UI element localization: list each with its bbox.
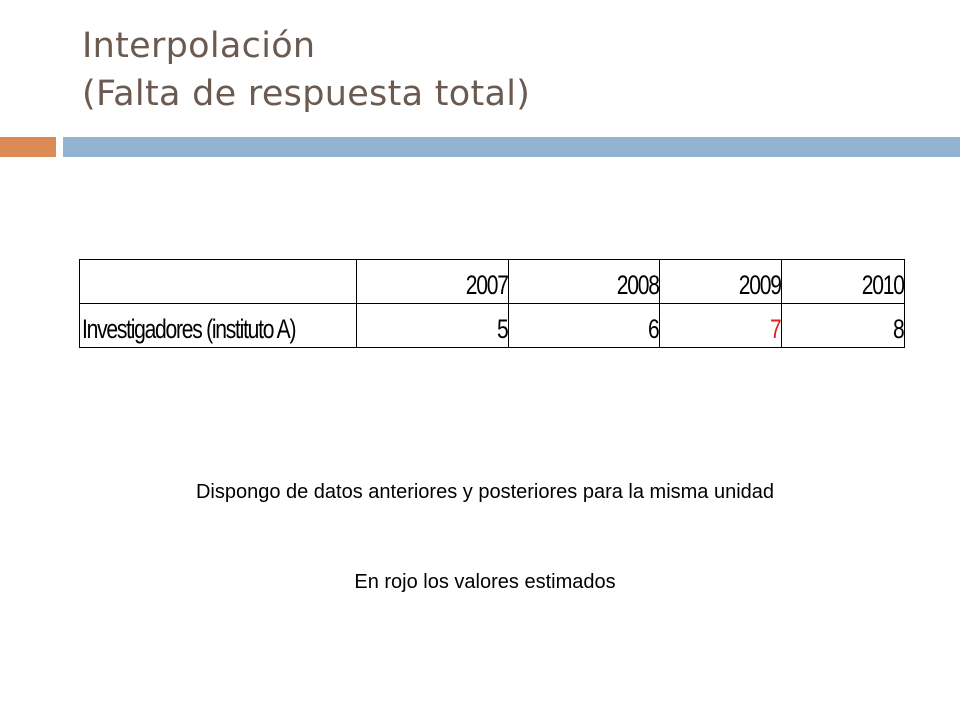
table-header-cell-empty (78, 259, 358, 304)
slide-title-line-1: Interpolación (82, 26, 316, 66)
note-data-availability: Dispongo de datos anteriores y posterior… (195, 481, 775, 503)
estimated-value: 7 (769, 314, 782, 344)
table-cell-2007: 5 (356, 303, 510, 348)
table-header-cell-2009: 2009 (659, 259, 783, 304)
table-row: Investigadores (instituto A) 5 6 7 8 (78, 303, 906, 348)
table-header-cell-2008: 2008 (508, 259, 661, 304)
table-cell-2010: 8 (781, 303, 906, 348)
data-table: 2007 2008 2009 2010 Investigadores (inst… (78, 259, 906, 348)
table-header-cell-2007: 2007 (356, 259, 510, 304)
table-row-label: Investigadores (instituto A) (78, 303, 358, 348)
table-header-row: 2007 2008 2009 2010 (78, 259, 906, 304)
accent-bar-blue (63, 137, 960, 157)
accent-bar-orange (0, 137, 56, 157)
slide-title: Interpolación (Falta de respuesta total) (82, 22, 942, 118)
table-cell-2009-estimated: 7 (659, 303, 783, 348)
slide-title-line-2: (Falta de respuesta total) (82, 74, 531, 114)
note-estimated-values: En rojo los valores estimados (354, 571, 616, 593)
table-header-cell-2010: 2010 (781, 259, 906, 304)
table-cell-2008: 6 (508, 303, 661, 348)
